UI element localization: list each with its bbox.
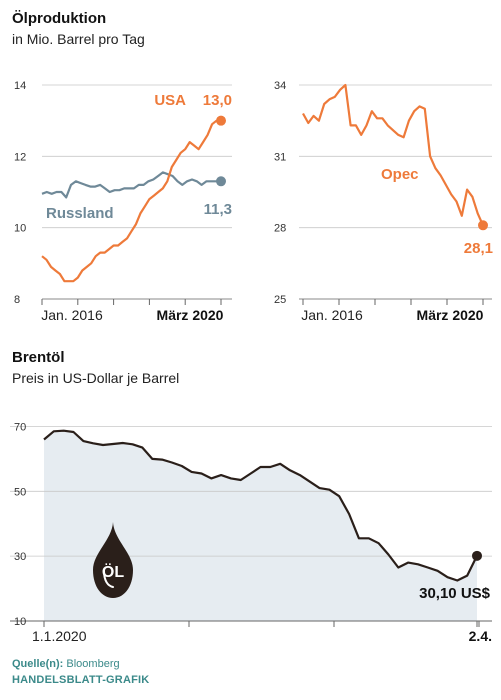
y-tick-label: 12 (14, 151, 26, 163)
russia-line (41, 171, 221, 199)
brent-area (44, 430, 477, 621)
usa-value-label: 13,0 (203, 92, 232, 109)
usa-series-label: USA (154, 92, 186, 109)
brent-subtitle: Preis in US-Dollar je Barrel (12, 370, 180, 386)
brent-value-label: 30,10 US$ (419, 585, 491, 602)
y-tick-label: 14 (14, 80, 26, 92)
y-tick-label: 50 (14, 486, 26, 498)
production-subtitle: in Mio. Barrel pro Tag (12, 31, 145, 47)
x-tick-label-start: Jan. 2016 (41, 307, 103, 323)
y-tick-label: 10 (14, 616, 26, 628)
oil-drop-icon (93, 522, 133, 598)
opec-value-label: 28,1 (464, 240, 493, 257)
usa-line (41, 119, 221, 283)
production-title: Ölproduktion (12, 10, 107, 27)
y-tick-label: 70 (14, 421, 26, 433)
x-tick-label-start: Jan. 2016 (301, 307, 363, 323)
russia-endpoint (216, 176, 226, 187)
oil-drop-logo: ÖL (93, 522, 133, 598)
source-line: Quelle(n): Bloomberg (12, 658, 120, 670)
y-tick-label: 25 (274, 294, 286, 306)
brent-endpoint (472, 550, 482, 561)
chart-oil-production-usa-russia: 8 10 12 14 Jan. 2016 März 2020 USA 13,0 Russland… (14, 80, 232, 323)
oil-drop-text: ÖL (102, 562, 124, 581)
credit-line: HANDELSBLATT-GRAFIK (12, 674, 150, 686)
y-tick-label: 28 (274, 223, 286, 235)
oil-drop-highlight (103, 570, 114, 588)
y-tick-label: 34 (274, 80, 286, 92)
source-label: Quelle(n): (12, 658, 64, 670)
opec-series-label: Opec (381, 166, 419, 183)
russia-series-label: Russland (46, 205, 114, 222)
x-tick-label-end: März 2020 (417, 307, 484, 323)
brent-title: Brentöl (12, 349, 65, 366)
y-tick-label: 31 (274, 151, 286, 163)
y-tick-label: 30 (14, 551, 26, 563)
russia-value-label: 11,3 (204, 201, 232, 218)
source-value: Bloomberg (66, 658, 120, 670)
chart-oil-production-opec: 25 28 31 34 Jan. 2016 März 2020 Opec 28,1 (274, 80, 493, 323)
y-tick-label: 8 (14, 294, 20, 306)
x-tick-label-end: 2.4. (469, 628, 492, 644)
y-tick-label: 10 (14, 223, 26, 235)
opec-line (302, 83, 485, 226)
usa-endpoint (216, 115, 226, 126)
opec-endpoint (478, 220, 488, 231)
chart-brent-price: 10 30 50 70 1.1.2020 2.4. 30,10 US$ ÖL (10, 421, 492, 644)
brent-line (43, 429, 478, 582)
x-tick-label-end: März 2020 (157, 307, 224, 323)
x-tick-label-start: 1.1.2020 (32, 628, 87, 644)
